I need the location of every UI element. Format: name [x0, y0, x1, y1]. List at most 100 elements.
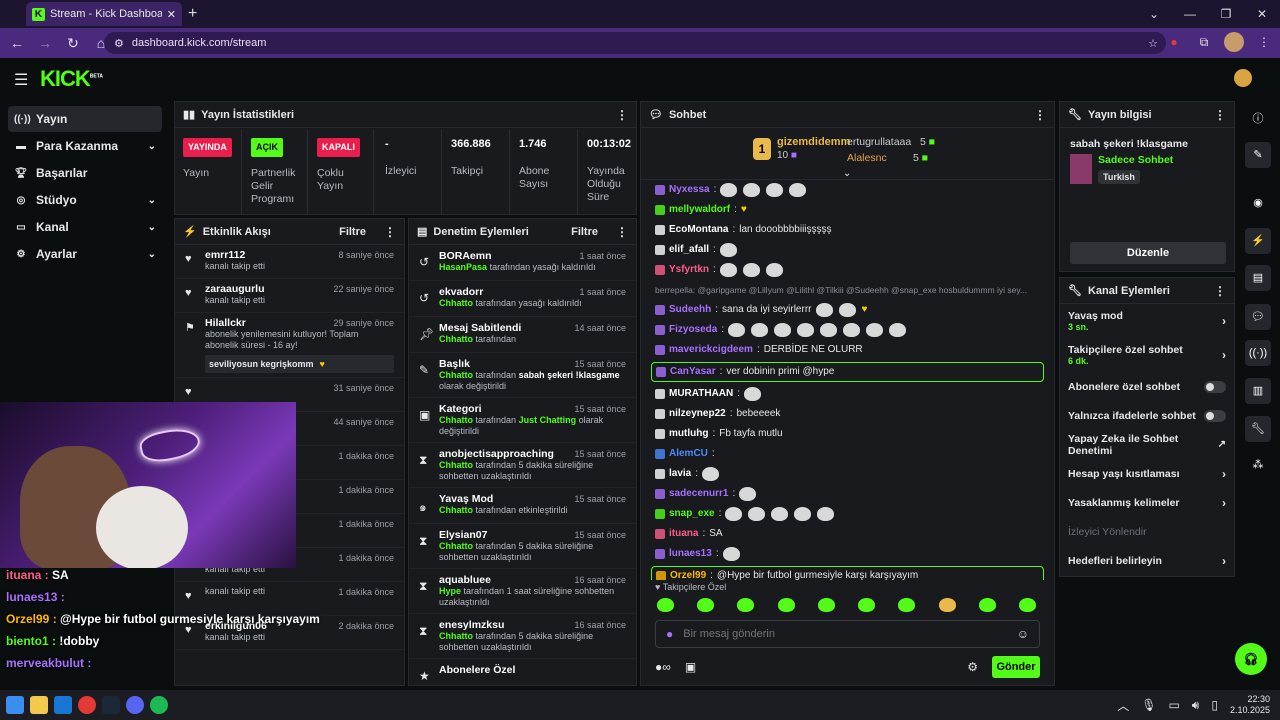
chat-username[interactable]: ituana — [669, 528, 699, 539]
more-icon[interactable]: ⋮ — [616, 107, 628, 122]
channel-action-item[interactable]: Hesap yaşı kısıtlaması › — [1068, 466, 1226, 481]
gift-icon[interactable]: ▣ — [684, 660, 697, 674]
sidebar-item-yayin[interactable]: ((·)) Yayın — [8, 106, 162, 132]
chat-username[interactable]: Orzel99 — [670, 570, 707, 580]
event-username[interactable]: erkinilgun06 — [205, 620, 267, 632]
channel-action-item[interactable]: Abonelere özel sohbet — [1060, 372, 1234, 401]
chat-username[interactable]: EcoMontana — [669, 224, 729, 235]
chat-username[interactable]: snap_exe — [669, 508, 715, 519]
network-icon[interactable]: ▭ — [1168, 698, 1180, 712]
event-username[interactable]: emrr112 — [205, 249, 246, 261]
action-title[interactable]: Yavaş Mod — [439, 493, 494, 505]
extension-icon[interactable]: ● — [1170, 35, 1178, 49]
volume-icon[interactable]: 🔊︎ — [1191, 697, 1200, 712]
action-title[interactable]: Kategori — [439, 403, 482, 415]
windows-start-icon[interactable] — [6, 696, 24, 714]
event-username[interactable]: Hilallckr — [205, 317, 246, 329]
support-button[interactable]: 🎧︎ — [1235, 643, 1267, 675]
filter-button[interactable]: Filtre — [339, 225, 366, 238]
chat-message-field[interactable] — [683, 628, 1007, 640]
tray-chevron-icon[interactable]: ︿ — [1117, 698, 1130, 713]
more-icon[interactable]: ⋮ — [1214, 107, 1226, 122]
bolt-icon[interactable]: ⚡ — [1245, 228, 1271, 254]
maximize-icon[interactable]: ❐ — [1220, 7, 1232, 21]
bookmark-star-icon[interactable]: ☆ — [1148, 37, 1158, 50]
chat-username[interactable]: nilzeynep22 — [669, 408, 726, 419]
mic-icon[interactable]: 🎙︎ — [1141, 698, 1157, 712]
action-title[interactable]: aquabluee — [439, 574, 491, 586]
chat-username[interactable]: Fizyoseda — [669, 324, 718, 335]
settings-icon[interactable]: ⚙ — [967, 660, 978, 674]
sidebar-item-studyo[interactable]: ◎ Stüdyo ⌄ — [8, 187, 162, 213]
category-name[interactable]: Sadece Sohbet — [1098, 154, 1174, 166]
minimize-icon[interactable]: — — [1184, 7, 1196, 21]
site-info-icon[interactable]: ⚙ — [114, 37, 124, 50]
chat-username[interactable]: Nyxessa — [669, 184, 710, 195]
new-tab-icon[interactable]: + — [188, 5, 198, 22]
close-tab-icon[interactable]: ✕ — [166, 8, 176, 21]
forward-icon[interactable]: → — [38, 35, 52, 51]
toggle-switch[interactable] — [1204, 409, 1226, 422]
action-title[interactable]: Elysian07 — [439, 529, 488, 541]
action-title[interactable]: BORAemn — [439, 250, 492, 262]
kebab-menu-icon[interactable]: ⋮ — [1258, 35, 1270, 49]
chevron-down-icon[interactable]: ⌄ — [843, 168, 852, 179]
browser-tab[interactable]: K Stream - Kick Dashboard ✕ — [26, 2, 182, 26]
action-title[interactable]: enesylmzksu — [439, 619, 505, 631]
channel-action-item[interactable]: Yapay Zeka ile Sohbet Denetimi ↗ — [1068, 432, 1226, 457]
emoji-icon[interactable]: ☺ — [1016, 627, 1029, 641]
chat-username[interactable]: lavia — [669, 468, 692, 479]
event-username[interactable]: zaraaugurlu — [205, 283, 265, 295]
chevron-down-icon[interactable]: ⌄ — [1148, 7, 1160, 21]
action-title[interactable]: Abonelere Özel — [439, 664, 516, 676]
address-bar[interactable]: ⚙ dashboard.kick.com/stream ☆ — [104, 32, 1166, 54]
profile-avatar[interactable] — [1224, 32, 1244, 52]
chat-username[interactable]: CanYasar — [670, 366, 716, 377]
more-icon[interactable]: ⋮ — [384, 224, 396, 239]
channel-action-item[interactable]: Hedefleri belirleyin › — [1068, 553, 1226, 568]
sidebar-item-para-kazanma[interactable]: ▬ Para Kazanma ⌄ — [16, 139, 156, 153]
toggle-switch[interactable] — [1204, 380, 1226, 393]
action-title[interactable]: anobjectisapproaching — [439, 448, 554, 460]
layout-icon[interactable]: ▥ — [1245, 378, 1271, 404]
mic-icon[interactable]: ● — [666, 627, 674, 641]
puzzle-icon[interactable]: ⧉ — [1199, 35, 1209, 49]
channel-action-item[interactable]: Yasaklanmış kelimeler › — [1068, 495, 1226, 510]
more-icon[interactable]: ⋮ — [1034, 107, 1046, 122]
points-icon[interactable]: ●∞ — [655, 660, 671, 674]
chat-username[interactable]: maverickcigdeem — [669, 344, 753, 355]
user-avatar[interactable] — [1234, 69, 1252, 87]
top-gifter-name[interactable]: gizemdidemm — [777, 136, 851, 148]
action-title[interactable]: Mesaj Sabitlendi — [439, 322, 522, 334]
spotify-icon[interactable] — [150, 696, 168, 714]
home-icon[interactable]: ⌂ — [96, 35, 106, 51]
back-icon[interactable]: ← — [10, 35, 24, 51]
camera-icon[interactable]: ◉ — [1253, 197, 1263, 209]
chat-username[interactable]: Ysfyrtkn — [669, 264, 710, 275]
close-window-icon[interactable]: ✕ — [1256, 7, 1268, 21]
channel-action-item[interactable]: Takipçilere özel sohbet 6 dk. › — [1068, 344, 1226, 366]
document-icon[interactable]: ▤ — [1245, 265, 1271, 291]
chat-username[interactable]: sadecenurr1 — [669, 488, 729, 499]
chat-username[interactable]: mellywaldorf — [669, 204, 731, 215]
battery-icon[interactable]: ▯ — [1211, 698, 1218, 712]
kick-logo[interactable]: KICKBETA — [40, 66, 104, 91]
action-title[interactable]: Başlık — [439, 358, 470, 370]
sidebar-item-kanal[interactable]: ▭ Kanal ⌄ — [8, 214, 162, 240]
add-widget-icon[interactable]: ⁂ — [1252, 459, 1264, 471]
info-icon[interactable]: ⓘ — [1252, 113, 1264, 125]
sidebar-item-ayarlar[interactable]: ⚙ Ayarlar ⌄ — [8, 241, 162, 267]
chat-username[interactable]: elif_afall — [669, 244, 710, 255]
chat-username[interactable]: Sudeehh — [669, 304, 712, 315]
send-button[interactable]: Gönder — [992, 656, 1040, 678]
wrench-icon[interactable]: 🔧︎ — [1245, 416, 1271, 442]
chat-username[interactable]: AlemCU — [669, 448, 708, 459]
channel-action-item[interactable]: Yalnızca ifadelerle sohbet — [1060, 401, 1234, 430]
pencil-icon[interactable]: ✎ — [1245, 142, 1271, 168]
chrome-icon[interactable] — [78, 696, 96, 714]
more-icon[interactable]: ⋮ — [1214, 283, 1226, 298]
reload-icon[interactable]: ↻ — [67, 35, 79, 51]
outlook-icon[interactable] — [54, 696, 72, 714]
discord-icon[interactable] — [126, 696, 144, 714]
steam-icon[interactable] — [102, 696, 120, 714]
